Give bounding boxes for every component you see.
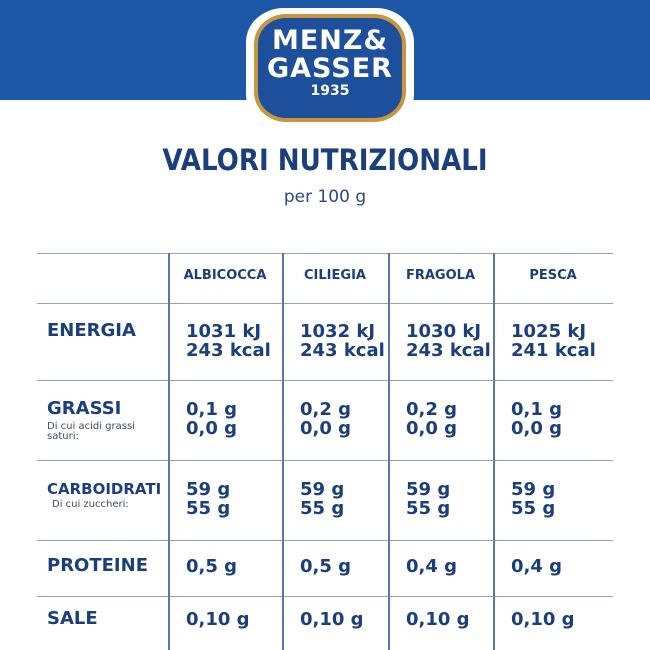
logo-line2: GASSER	[267, 53, 393, 84]
cell-value: 0,5 g	[186, 556, 238, 577]
row-divider	[37, 540, 613, 541]
cell-value: 55 g	[511, 498, 556, 519]
column-header: PESCA	[529, 268, 577, 283]
cell-value: 1025 kJ	[511, 321, 587, 342]
cell-value: 0,10 g	[406, 609, 470, 630]
cell-value: 0,10 g	[186, 609, 250, 630]
cell-value: 59 g	[300, 479, 345, 500]
column-divider	[168, 253, 170, 650]
page-subtitle: per 100 g	[283, 187, 367, 207]
cell-value: 243 kcal	[406, 340, 491, 361]
cell-value: 0,10 g	[300, 609, 364, 630]
cell-value: 59 g	[406, 479, 451, 500]
row-divider	[37, 253, 613, 254]
cell-value: 1031 kJ	[186, 321, 262, 342]
logo-line1: MENZ&	[271, 25, 389, 56]
row-label: GRASSI	[47, 398, 122, 419]
cell-value: 0,5 g	[300, 556, 352, 577]
column-header: FRAGOLA	[405, 268, 476, 283]
row-divider	[37, 303, 613, 304]
cell-value: 55 g	[406, 498, 451, 519]
cell-value: 0,1 g	[511, 399, 563, 420]
row-divider	[37, 596, 613, 597]
cell-value: 0,2 g	[300, 399, 352, 420]
row-label: ENERGIA	[47, 320, 136, 341]
cell-value: 0,0 g	[186, 418, 238, 439]
menz-gasser-logo: MENZ& GASSER 1935	[246, 8, 414, 128]
column-divider	[282, 253, 284, 650]
cell-value: 243 kcal	[186, 340, 271, 361]
column-divider	[493, 253, 495, 650]
cell-value: 55 g	[300, 498, 345, 519]
cell-value: 0,0 g	[406, 418, 458, 439]
column-header: ALBICOCCA	[183, 268, 267, 283]
cell-value: 0,1 g	[186, 399, 238, 420]
cell-value: 59 g	[511, 479, 556, 500]
cell-value: 243 kcal	[300, 340, 385, 361]
cell-value: 1030 kJ	[406, 321, 482, 342]
column-header: CILIEGIA	[304, 268, 366, 283]
row-label: SALE	[47, 608, 98, 629]
column-divider	[388, 253, 390, 650]
cell-value: 0,4 g	[406, 556, 458, 577]
cell-value: 59 g	[186, 479, 231, 500]
row-note: Di cui acidi grassi saturi:	[47, 421, 135, 442]
row-note: Di cui zuccheri:	[52, 499, 129, 510]
row-label: PROTEINE	[47, 555, 148, 576]
logo-year: 1935	[310, 83, 350, 99]
cell-value: 241 kcal	[511, 340, 596, 361]
row-divider	[37, 380, 613, 381]
cell-value: 0,10 g	[511, 609, 575, 630]
cell-value: 0,2 g	[406, 399, 458, 420]
cell-value: 1032 kJ	[300, 321, 376, 342]
cell-value: 0,0 g	[300, 418, 352, 439]
page-title: VALORI NUTRIZIONALI	[162, 143, 488, 177]
cell-value: 55 g	[186, 498, 231, 519]
row-label: CARBOIDRATI	[47, 480, 162, 498]
row-divider	[37, 460, 613, 461]
cell-value: 0,0 g	[511, 418, 563, 439]
cell-value: 0,4 g	[511, 556, 563, 577]
